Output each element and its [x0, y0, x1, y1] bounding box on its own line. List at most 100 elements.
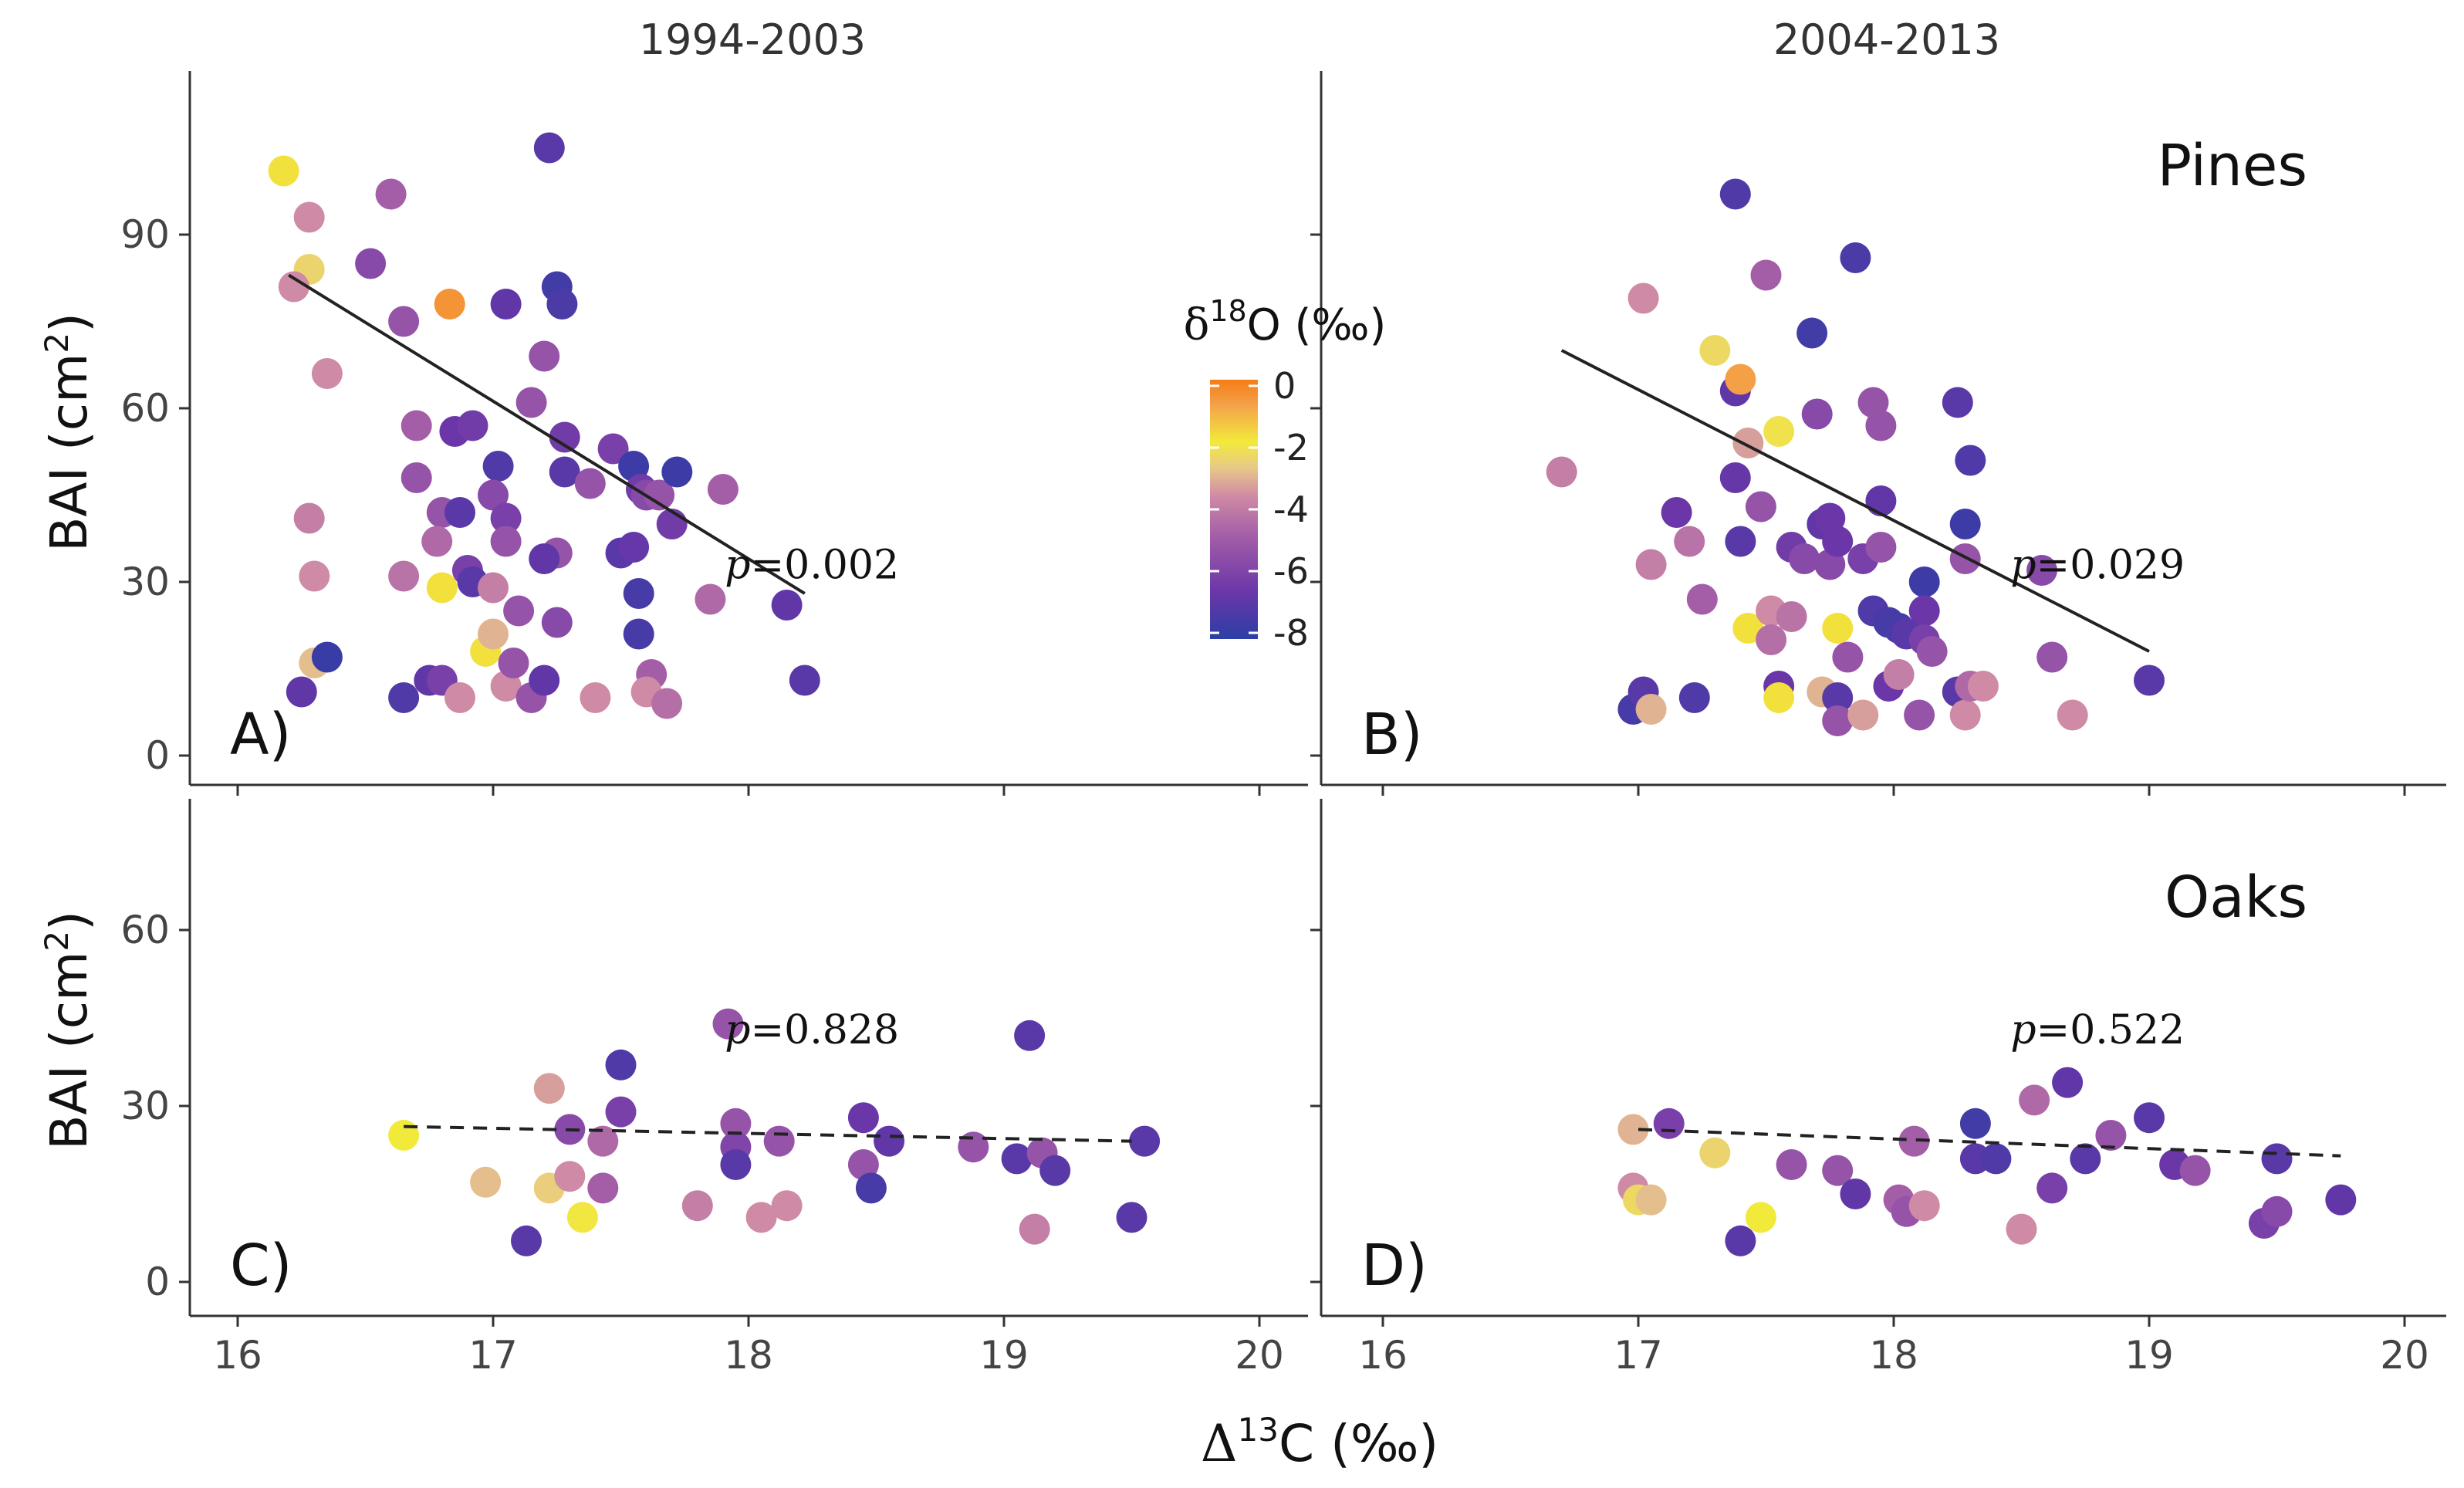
- data-point: [855, 1172, 887, 1204]
- data-point: [286, 676, 317, 708]
- data-point: [1014, 1020, 1046, 1051]
- data-point: [1763, 416, 1795, 447]
- p-value: p=0.029: [2010, 543, 2185, 589]
- data-point: [1789, 543, 1820, 574]
- data-point: [574, 468, 606, 499]
- data-point: [1725, 364, 1756, 395]
- y-label-suffix: ): [39, 313, 99, 333]
- data-point: [1699, 335, 1731, 366]
- data-point: [529, 543, 560, 574]
- data-point: [1725, 1225, 1756, 1256]
- data-point: [1822, 1155, 1854, 1186]
- data-point: [470, 1166, 502, 1198]
- data-point: [618, 451, 650, 482]
- data-point: [401, 410, 432, 441]
- data-point: [661, 456, 693, 488]
- data-point: [1847, 699, 1879, 731]
- data-point: [1904, 699, 1935, 731]
- data-point: [605, 1096, 637, 1128]
- data-point: [566, 1202, 598, 1233]
- data-point: [401, 462, 432, 493]
- data-point: [444, 497, 475, 528]
- data-point: [597, 433, 629, 465]
- data-point: [1796, 317, 1828, 349]
- data-point: [2325, 1184, 2357, 1216]
- data-point: [681, 1190, 713, 1222]
- data-point: [1942, 387, 1973, 418]
- data-point: [478, 618, 509, 650]
- data-point: [1039, 1155, 1071, 1186]
- data-point: [1949, 509, 1981, 539]
- data-point: [482, 451, 514, 482]
- regression-line: [288, 273, 806, 595]
- data-point: [549, 456, 580, 488]
- group-label: Oaks: [2165, 864, 2307, 931]
- x-tick-label: 16: [1358, 1333, 1408, 1378]
- y-tick-label: 0: [145, 733, 170, 778]
- data-point: [388, 306, 420, 337]
- data-point: [1745, 1202, 1776, 1233]
- data-point: [1686, 583, 1718, 615]
- x-tick-label: 20: [1235, 1333, 1284, 1378]
- colorbar-tick-label: 0: [1273, 365, 1296, 407]
- data-point: [2134, 665, 2165, 696]
- x-tick-label: 16: [213, 1333, 262, 1378]
- colorbar-tick-label: -8: [1273, 612, 1309, 654]
- data-point: [278, 271, 309, 303]
- x-tick-label: 19: [2124, 1333, 2174, 1378]
- data-point: [1776, 601, 1807, 632]
- y-axis-label-oaks: BAI (cm2): [38, 911, 99, 1150]
- p-letter: p: [2010, 1007, 2036, 1053]
- data-point: [1898, 1125, 1930, 1157]
- data-point: [444, 682, 475, 713]
- data-point: [720, 1149, 752, 1180]
- panel-C: 0 30 60 16 17 18 19 20 p=0.828 C): [120, 799, 1308, 1378]
- title-1994-2003: 1994-2003: [639, 15, 866, 64]
- data-point: [580, 682, 611, 713]
- data-point: [1949, 699, 1981, 731]
- x-tick-label: 19: [979, 1333, 1029, 1378]
- p-value: p=0.002: [725, 543, 899, 589]
- data-point: [1699, 1137, 1731, 1168]
- colorbar-tick-label: -4: [1273, 489, 1309, 530]
- data-point: [1865, 532, 1897, 563]
- data-point: [511, 1225, 542, 1256]
- data-point: [503, 595, 535, 627]
- data-point: [311, 641, 343, 673]
- data-point: [1814, 549, 1846, 580]
- data-point: [388, 560, 420, 592]
- data-point: [1776, 1149, 1807, 1180]
- data-point: [763, 1125, 795, 1157]
- data-point: [478, 479, 509, 511]
- data-point: [549, 421, 580, 453]
- data-point: [2134, 1102, 2165, 1134]
- data-point: [2057, 699, 2088, 731]
- data-point: [1617, 1114, 1649, 1145]
- data-point: [2052, 1067, 2084, 1098]
- data-point: [554, 1161, 586, 1192]
- p-value: p=0.828: [725, 1007, 899, 1053]
- data-point: [1814, 502, 1846, 534]
- data-point: [789, 665, 820, 696]
- data-point: [1955, 445, 1986, 476]
- colorbar-tick-label: -2: [1273, 427, 1309, 468]
- data-point: [375, 178, 407, 210]
- colorbar-title: δ18O (‰): [1184, 294, 1387, 350]
- data-point: [720, 1108, 752, 1139]
- data-point: [695, 583, 726, 615]
- data-point: [529, 665, 560, 696]
- data-point: [1653, 1108, 1685, 1139]
- data-point: [529, 340, 560, 372]
- data-point: [1822, 613, 1854, 644]
- data-point: [623, 578, 654, 609]
- x-tick-label: 17: [468, 1333, 518, 1378]
- panel-label: C): [230, 1233, 292, 1299]
- data-point: [707, 474, 739, 505]
- colorbar-legend: δ18O (‰) 0 -2 -4 -6 -8: [1184, 294, 1387, 654]
- data-point: [1627, 282, 1659, 314]
- data-point: [1719, 462, 1751, 493]
- data-point: [874, 1125, 905, 1157]
- data-point: [546, 289, 578, 320]
- data-point: [434, 289, 465, 320]
